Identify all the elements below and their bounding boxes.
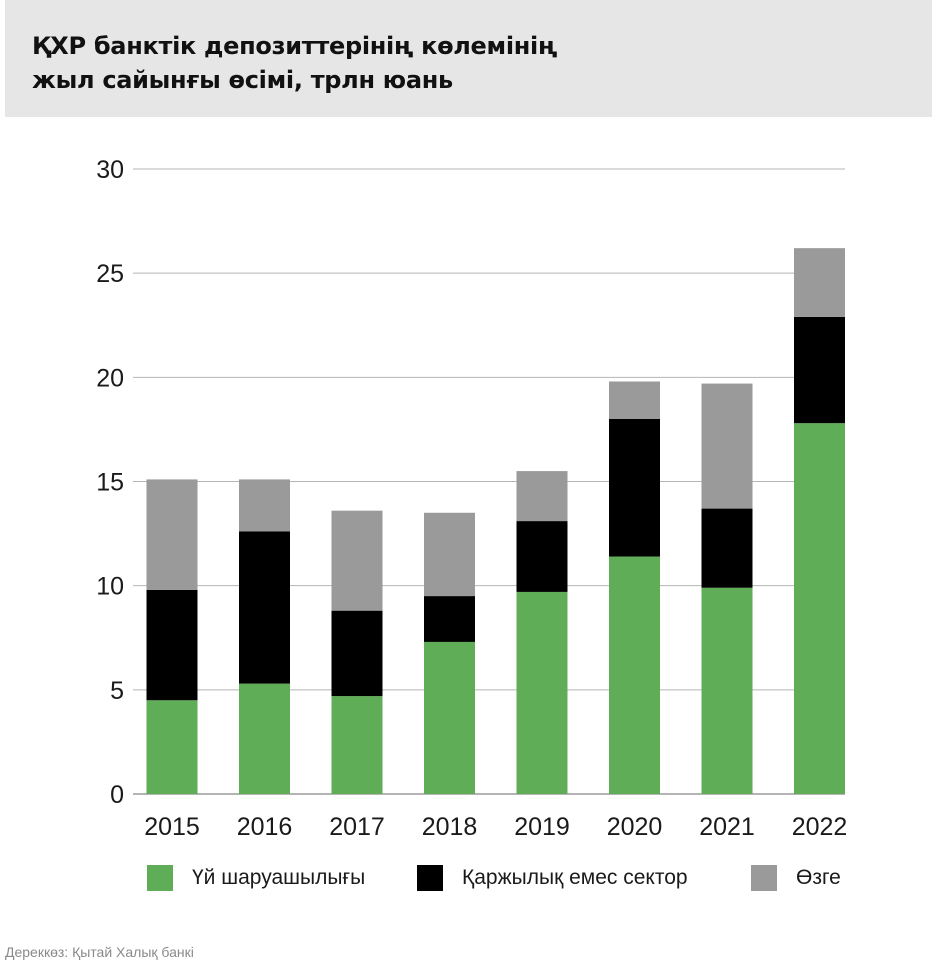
legend-item-households: Үй шаруашылығы: [147, 864, 365, 892]
y-tick-label: 25: [96, 260, 124, 288]
bar-2017-series-0: [331, 696, 383, 794]
y-axis-ticks: 0 5 10 15 20 25 30: [96, 156, 124, 809]
legend-swatch-other: [751, 865, 777, 891]
x-tick-label-2018: 2018: [422, 813, 478, 841]
bar-2021-series-0: [701, 587, 753, 794]
x-tick-label-2016: 2016: [237, 813, 293, 841]
bar-2021-series-2: [701, 383, 753, 509]
y-tick-label: 20: [96, 364, 124, 392]
stacked-bar-chart: 0 5 10 15 20 25 30 2015 2016 2017 2018 2019 2020 202…: [96, 156, 847, 841]
bar-2016-series-1: [239, 531, 290, 684]
y-tick-label: 15: [96, 469, 124, 497]
bar-2016-series-0: [239, 683, 290, 794]
bar-2022-series-1: [794, 316, 845, 424]
bar-2018-series-0: [424, 641, 475, 794]
bar-2020-series-1: [609, 419, 660, 557]
legend-swatch-households: [147, 865, 173, 891]
bar-2017-series-1: [331, 610, 383, 697]
legend-label-households: Үй шаруашылығы: [192, 866, 366, 889]
y-tick-label: 5: [110, 677, 124, 705]
legend-swatch-nonfinancial: [417, 865, 443, 891]
legend-item-nonfinancial: Қаржылық емес сектор: [417, 864, 688, 892]
y-tick-label: 10: [96, 573, 124, 601]
x-tick-label-2019: 2019: [514, 813, 570, 841]
chart-title-line-2: жыл сайынғы өсімі, трлн юань: [32, 66, 453, 94]
bar-2018-series-1: [424, 596, 475, 642]
bar-2021-series-1: [701, 508, 753, 588]
bar-2015-series-1: [146, 589, 198, 701]
y-tick-label: 0: [110, 781, 124, 809]
legend-label-other: Өзге: [796, 866, 841, 889]
source-note: Дереккөз: Қытай Халық банкі: [5, 944, 194, 960]
bar-2016-series-2: [239, 479, 290, 532]
x-tick-label-2017: 2017: [329, 813, 385, 841]
x-tick-label-2015: 2015: [144, 813, 200, 841]
bar-2015-series-2: [146, 479, 198, 590]
x-tick-label-2021: 2021: [699, 813, 755, 841]
bar-2020-series-0: [609, 556, 660, 794]
bar-2019-series-0: [516, 591, 568, 794]
bar-2022-series-2: [794, 248, 845, 317]
x-tick-label-2020: 2020: [607, 813, 663, 841]
y-tick-label: 30: [96, 156, 124, 184]
title-banner: [5, 0, 932, 117]
bar-2019-series-2: [516, 471, 568, 522]
legend-item-other: Өзге: [751, 864, 841, 892]
bar-2018-series-2: [424, 512, 475, 597]
bar-2022-series-0: [794, 423, 845, 794]
bar-2019-series-1: [516, 521, 568, 592]
chart-title-line-1: ҚХР банктік депозиттерінің көлемінің: [32, 32, 558, 60]
legend-label-nonfinancial: Қаржылық емес сектор: [462, 866, 688, 889]
bar-2020-series-2: [609, 381, 660, 419]
bars: [146, 248, 845, 794]
bar-2017-series-2: [331, 510, 383, 611]
bar-2015-series-0: [146, 700, 198, 794]
x-axis-ticks: 2015 2016 2017 2018 2019 2020 2021 2022: [144, 813, 847, 841]
x-tick-label-2022: 2022: [792, 813, 848, 841]
